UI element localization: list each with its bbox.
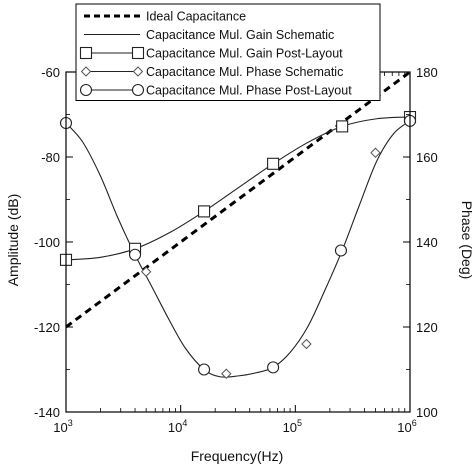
- legend-sample-marker: [79, 83, 93, 97]
- y-left-tick-label: -100: [34, 235, 60, 250]
- axes-layer: 103 104 105 106 -60 -80 -100 -120 -140 180 160 140 1…: [34, 65, 438, 435]
- legend-box: [75, 3, 381, 101]
- legend-entry-label: Capacitance Mul. Phase Post-Layout: [146, 84, 352, 98]
- legend-entry-label: Capacitance Mul. Gain Post-Layout: [146, 47, 343, 61]
- y-right-tick-label: 140: [416, 235, 438, 250]
- legend-sample-marker: [80, 66, 92, 77]
- series-phase-line: [65, 120, 411, 378]
- y-axis-title-left: Amplitude (dB): [5, 194, 21, 287]
- legend-entry-label: Capacitance Mul. Phase Schematic: [146, 65, 343, 79]
- x-tick-label: 105: [283, 418, 302, 435]
- x-tick-label: 103: [53, 418, 72, 435]
- legend-sample-marker: [131, 46, 145, 60]
- legend-sample-marker: [79, 46, 93, 60]
- x-tick-label: 104: [168, 418, 187, 435]
- phase-schematic-point: [221, 368, 232, 379]
- y-right-tick-label: 100: [416, 405, 438, 420]
- y-right-tick-label: 180: [416, 65, 438, 80]
- phase-post-layout-point: [128, 248, 142, 261]
- x-axis-title: Frequency(Hz): [191, 448, 284, 464]
- plot-layer: [59, 70, 417, 379]
- phase-post-layout-point: [267, 361, 280, 374]
- phase-post-layout-point: [198, 363, 211, 376]
- gain-post-layout-point: [336, 120, 349, 133]
- phase-schematic-point: [370, 147, 381, 158]
- legend-entry-label: Capacitance Mul. Gain Schematic: [146, 28, 334, 42]
- phase-schematic-point: [140, 266, 152, 277]
- y-right-tick-label: 160: [416, 150, 438, 165]
- y-right-tick-label: 120: [416, 320, 438, 335]
- legend-entry-label: Ideal Capacitance: [146, 10, 246, 24]
- series-gain-schematic-line: [65, 116, 411, 261]
- y-left-tick-label: -60: [41, 65, 60, 80]
- phase-post-layout-point: [334, 244, 348, 257]
- y-left-tick-label: -80: [41, 150, 60, 165]
- legend: Ideal Capacitance Capacitance Mul. Gain S…: [75, 3, 381, 101]
- x-tick-label: 106: [397, 418, 416, 435]
- y-left-tick-label: -120: [34, 320, 60, 335]
- legend-sample-marker: [132, 66, 144, 77]
- plot-frame: [65, 71, 411, 413]
- gain-post-layout-point: [198, 205, 211, 218]
- y-left-tick-label: -140: [34, 405, 60, 420]
- phase-schematic-point: [301, 338, 312, 350]
- series-ideal-capacitance-line: [65, 70, 411, 329]
- legend-sample-marker: [131, 83, 145, 97]
- y-axis-title-right: Phase (Deg): [459, 201, 474, 280]
- gain-post-layout-point: [267, 157, 280, 170]
